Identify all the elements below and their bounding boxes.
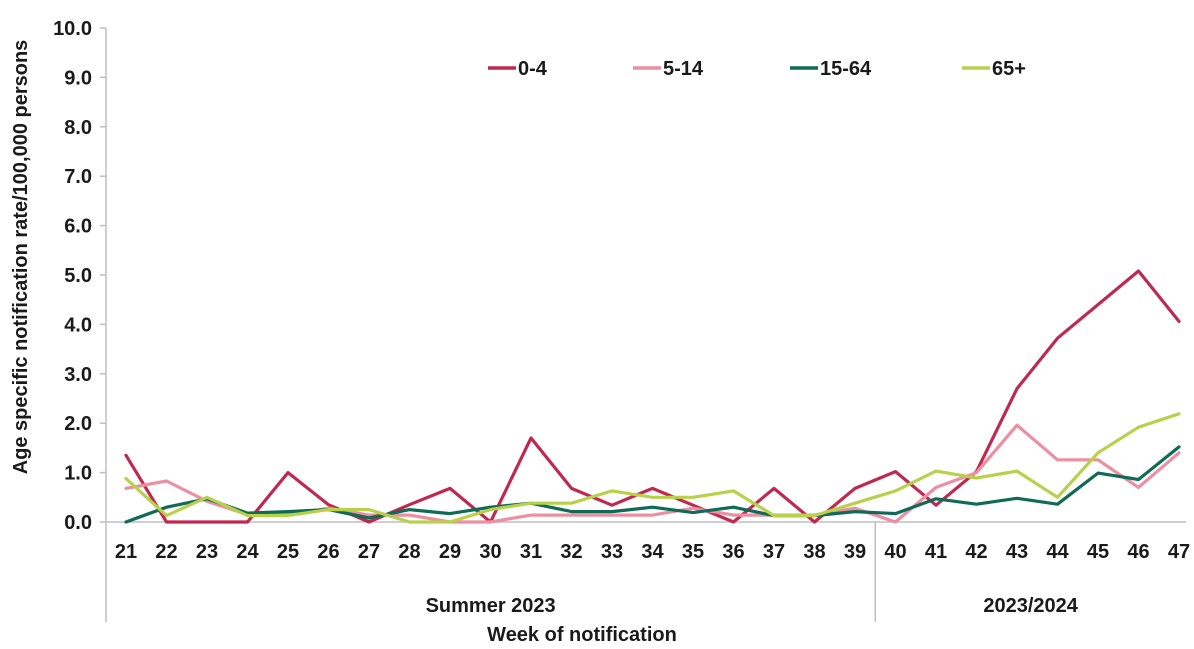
- y-tick-label: 6.0: [64, 216, 92, 238]
- legend-label-5-14: 5-14: [663, 58, 704, 80]
- x-tick-label: 45: [1087, 541, 1109, 563]
- x-tick-label: 42: [965, 541, 987, 563]
- y-axis-ticks: 0.0 1.0 2.0 3.0 4.0 5.0 6.0 7.0 8.0 9.0 10.0: [53, 18, 106, 534]
- x-tick-label: 25: [277, 541, 299, 563]
- legend: 0-4 5-14 15-64 65+: [488, 58, 1026, 80]
- y-tick-label: 3.0: [64, 364, 92, 386]
- y-tick-label: 9.0: [64, 67, 92, 89]
- x-tick-label: 23: [196, 541, 218, 563]
- x-tick-label: 35: [682, 541, 704, 563]
- series-line-65+: [124, 412, 1181, 524]
- x-tick-label: 37: [763, 541, 785, 563]
- x-tick-label: 31: [520, 541, 542, 563]
- y-tick-label: 2.0: [64, 413, 92, 435]
- x-axis-title: Week of notification: [487, 624, 677, 646]
- legend-label-0-4: 0-4: [518, 58, 548, 80]
- axes: [105, 28, 1186, 523]
- x-group-label: 2023/2024: [983, 595, 1078, 617]
- x-tick-label: 40: [884, 541, 906, 563]
- y-tick-label: 0.0: [64, 512, 92, 534]
- x-tick-label: 46: [1127, 541, 1149, 563]
- series-line-0-4: [124, 269, 1181, 524]
- series-lines: [124, 269, 1181, 524]
- y-tick-label: 10.0: [53, 18, 92, 40]
- legend-label-65+: 65+: [992, 58, 1026, 80]
- x-tick-label: 28: [398, 541, 420, 563]
- y-tick-label: 4.0: [64, 314, 92, 336]
- x-tick-label: 24: [236, 541, 259, 563]
- x-tick-label: 44: [1046, 541, 1069, 563]
- x-tick-label: 32: [560, 541, 582, 563]
- x-tick-label: 39: [844, 541, 866, 563]
- x-tick-label: 38: [803, 541, 825, 563]
- x-tick-label: 43: [1006, 541, 1028, 563]
- x-tick-label: 30: [479, 541, 501, 563]
- series-line-15-64: [124, 445, 1181, 524]
- x-tick-label: 41: [925, 541, 947, 563]
- y-tick-label: 5.0: [64, 265, 92, 287]
- x-tick-label: 34: [641, 541, 664, 563]
- x-tick-label: 27: [358, 541, 380, 563]
- x-tick-label: 22: [155, 541, 177, 563]
- x-tick-label: 29: [439, 541, 461, 563]
- y-tick-label: 1.0: [64, 463, 92, 485]
- y-tick-label: 8.0: [64, 117, 92, 139]
- y-tick-label: 7.0: [64, 166, 92, 188]
- x-tick-label: 33: [601, 541, 623, 563]
- x-tick-label: 21: [115, 541, 137, 563]
- x-group-label: Summer 2023: [426, 595, 556, 617]
- x-axis-groups: Summer 2023 2023/2024: [105, 522, 1079, 622]
- x-tick-label: 47: [1168, 541, 1190, 563]
- x-tick-label: 26: [317, 541, 339, 563]
- y-axis-title: Age specific notification rate/100,000 p…: [10, 40, 32, 475]
- legend-label-15-64: 15-64: [820, 58, 872, 80]
- x-tick-label: 36: [722, 541, 744, 563]
- x-axis-ticks: 21 22 23 24 25 26 27 28 29 30 31 32 33 34 35 36 37 38 39 40…: [115, 541, 1190, 563]
